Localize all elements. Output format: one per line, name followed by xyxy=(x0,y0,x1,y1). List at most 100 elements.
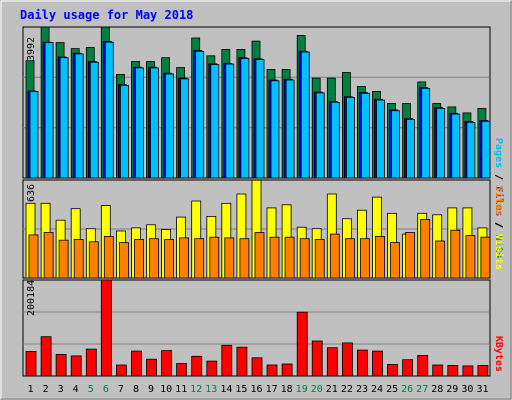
sites-bar-day-5 xyxy=(88,241,99,279)
day-label: 3 xyxy=(58,384,64,395)
visits-sites-panel xyxy=(22,179,491,279)
day-label: 9 xyxy=(148,384,154,395)
day-label: 26 xyxy=(401,384,413,395)
sites-bar-day-1 xyxy=(28,234,39,279)
kbytes-bar-day-13 xyxy=(206,360,218,377)
ymax-label-kbytes: 200184 xyxy=(26,280,37,316)
day-label: 10 xyxy=(160,384,172,395)
pages-bar-day-28 xyxy=(436,108,446,179)
pages-bar-day-17 xyxy=(270,80,280,179)
pages-bar-day-1 xyxy=(29,91,39,179)
pages-bar-day-24 xyxy=(376,99,385,179)
kbytes-bar-day-31 xyxy=(477,364,489,377)
day-label: 4 xyxy=(73,384,79,395)
legend-visits: Visits xyxy=(493,234,505,270)
legend-pages: Pages xyxy=(493,138,504,168)
pages-bar-day-18 xyxy=(285,79,295,179)
chart-title: Daily usage for May 2018 xyxy=(20,8,193,22)
sites-bar-day-16 xyxy=(254,232,265,279)
sites-bar-day-25 xyxy=(390,242,400,279)
kbytes-bar-day-26 xyxy=(402,359,414,377)
pages-bar-day-20 xyxy=(315,92,325,179)
kbytes-bar-day-24 xyxy=(372,350,383,377)
day-label: 27 xyxy=(416,384,428,395)
day-label: 19 xyxy=(296,384,308,395)
sites-bar-day-13 xyxy=(209,236,220,279)
day-label: 1 xyxy=(27,384,33,395)
sites-bar-day-22 xyxy=(344,238,355,279)
pages-bar-day-7 xyxy=(120,84,129,179)
day-label: 5 xyxy=(88,384,94,395)
kbytes-bar-day-16 xyxy=(251,357,263,377)
sites-bar-day-7 xyxy=(119,242,129,279)
kbytes-bar-day-2 xyxy=(40,336,52,377)
sites-bar-day-11 xyxy=(179,237,190,279)
kbytes-bar-day-21 xyxy=(326,347,338,377)
sites-bar-day-4 xyxy=(73,239,84,279)
kbytes-bar-day-30 xyxy=(462,365,474,377)
kbytes-bar-day-4 xyxy=(70,355,82,377)
kbytes-bar-day-7 xyxy=(116,364,127,377)
day-label: 25 xyxy=(386,384,398,395)
kbytes-bar-day-11 xyxy=(176,363,188,377)
sites-bar-day-18 xyxy=(284,236,295,279)
kbytes-bar-day-6 xyxy=(100,279,112,377)
legend-separator: / xyxy=(493,168,504,186)
legend-files: Files xyxy=(493,186,505,216)
day-label: 31 xyxy=(476,384,488,395)
sites-bar-day-27 xyxy=(420,218,431,279)
kbytes-bar-day-22 xyxy=(341,342,353,377)
sites-bar-day-8 xyxy=(134,239,144,279)
kbytes-bar-day-20 xyxy=(311,340,323,377)
sites-bar-day-2 xyxy=(43,232,54,279)
kbytes-panel xyxy=(22,279,491,377)
hits-files-pages-panel xyxy=(22,26,491,179)
kbytes-bar-day-27 xyxy=(417,354,429,377)
sites-bar-day-9 xyxy=(149,238,159,279)
kbytes-bar-day-19 xyxy=(296,311,308,377)
kbytes-bar-day-14 xyxy=(221,344,233,377)
legend-hits: Hits xyxy=(493,234,505,258)
pages-bar-day-12 xyxy=(195,50,205,179)
ymax-label-hits: 3992 xyxy=(26,37,37,61)
pages-bar-day-5 xyxy=(89,61,99,179)
kbytes-bar-day-5 xyxy=(85,348,97,377)
pages-bar-day-10 xyxy=(165,73,175,179)
day-label: 21 xyxy=(326,384,338,395)
day-label: 28 xyxy=(431,384,443,395)
day-label: 23 xyxy=(356,384,368,395)
sites-bar-day-6 xyxy=(103,235,114,279)
pages-bar-day-9 xyxy=(150,67,159,179)
sites-bar-day-14 xyxy=(224,237,235,279)
day-label: 24 xyxy=(371,384,383,395)
axis-legend-visits-sites: Sites / Visits xyxy=(493,186,505,270)
ymax-label-visits: 636 xyxy=(26,184,37,202)
sites-bar-day-24 xyxy=(375,235,385,279)
pages-bar-day-3 xyxy=(59,57,69,179)
day-labels: 1 2 3 4 5 6 7 8 9 10 11 12 13 14 15 16 17 18 19 20 21 22 23 24 2… xyxy=(27,384,488,395)
axis-legend-hits-files-pages: Pages / Files / Hits xyxy=(493,138,505,258)
pages-bar-day-31 xyxy=(481,120,491,179)
day-label: 22 xyxy=(341,384,353,395)
kbytes-bar-day-23 xyxy=(356,349,368,377)
pages-bar-day-16 xyxy=(255,59,265,179)
kbytes-bar-day-17 xyxy=(266,364,278,377)
day-label: 6 xyxy=(103,384,109,395)
sites-bar-day-30 xyxy=(465,235,476,279)
sites-bar-day-23 xyxy=(359,238,370,279)
pages-bar-day-4 xyxy=(74,53,84,179)
day-label: 8 xyxy=(133,384,139,395)
legend-separator: / xyxy=(493,216,504,234)
legend-sites: Sites xyxy=(493,186,505,216)
kbytes-bar-day-10 xyxy=(161,350,173,377)
day-label: 17 xyxy=(266,384,278,395)
kbytes-bar-day-9 xyxy=(146,358,157,377)
day-label: 16 xyxy=(250,384,262,395)
kbytes-bar-day-12 xyxy=(191,355,203,377)
pages-bar-day-19 xyxy=(300,51,310,179)
pages-bar-day-30 xyxy=(466,122,476,179)
kbytes-bar-day-3 xyxy=(55,353,67,377)
pages-bar-day-11 xyxy=(180,78,190,179)
kbytes-bar-day-8 xyxy=(131,350,142,377)
